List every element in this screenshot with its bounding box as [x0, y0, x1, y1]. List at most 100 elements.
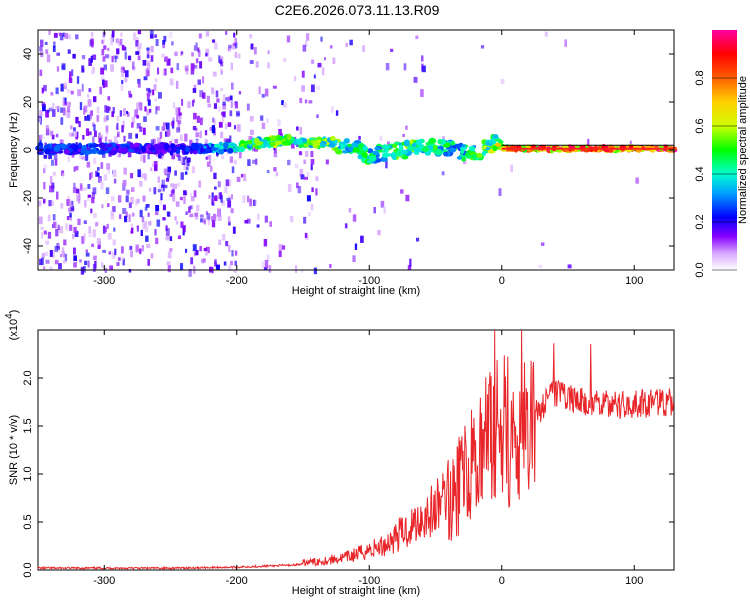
spectrogram-noise-cell: [107, 53, 111, 59]
spectrogram-noise-cell: [111, 55, 114, 63]
spectrogram-noise-cell: [121, 69, 124, 78]
spectrogram-ridge-cell: [416, 139, 423, 146]
spectrogram-noise-cell: [129, 245, 133, 250]
spectrogram-noise-cell: [93, 213, 97, 218]
spectrogram-noise-cell: [413, 76, 418, 83]
spectrogram-noise-cell: [441, 171, 445, 176]
spectrogram-noise-cell: [320, 36, 323, 42]
spectrogram-noise-cell: [92, 187, 97, 195]
spectrogram-noise-cell: [252, 145, 256, 152]
spectrogram-noise-cell: [174, 216, 177, 221]
spectrogram-noise-cell: [169, 236, 173, 241]
spectrogram-noise-cell: [74, 231, 79, 237]
spectrogram-noise-cell: [218, 121, 223, 128]
spectrogram-noise-cell: [104, 136, 108, 142]
spectrogram-noise-cell: [212, 117, 215, 123]
y-tick-label: 20: [22, 96, 34, 108]
spectrogram-noise-cell: [116, 48, 120, 55]
spectrogram-noise-cell: [180, 221, 184, 229]
spectrogram-noise-cell: [86, 194, 90, 202]
spectrogram-noise-cell: [354, 243, 358, 250]
spectrogram-noise-cell: [405, 194, 410, 202]
spectrogram-ridge-cell: [380, 156, 388, 162]
spectrogram-noise-cell: [84, 260, 88, 266]
spectrogram-noise-cell: [87, 194, 92, 198]
spectrogram-noise-cell: [40, 226, 44, 230]
spectrogram-noise-cell: [302, 44, 307, 52]
spectrogram-noise-cell: [153, 84, 157, 91]
snr-y-label: SNR (10 * v/v): [8, 415, 20, 485]
spectrogram-noise-cell: [128, 132, 133, 139]
spectrogram-noise-cell: [228, 44, 232, 49]
spectrogram-noise-cell: [116, 261, 120, 266]
spectrogram-noise-cell: [214, 42, 218, 50]
spectrogram-ridge-cell: [312, 140, 320, 146]
spectrogram-noise-cell: [119, 110, 122, 117]
spectrogram-noise-cell: [45, 49, 49, 54]
spectrogram-noise-cell: [213, 119, 217, 125]
spectrogram-ridge-cell: [105, 143, 113, 148]
spectrogram-noise-cell: [150, 34, 154, 39]
spectrogram-noise-cell: [84, 200, 87, 208]
spectrogram-ridge-cell: [482, 145, 487, 150]
spectrogram-noise-cell: [66, 88, 71, 94]
spectrogram-noise-cell: [498, 188, 502, 196]
spectrogram-noise-cell: [249, 129, 254, 136]
spectrogram-noise-cell: [87, 260, 90, 268]
spectrogram-noise-cell: [137, 169, 141, 177]
spectrogram-noise-cell: [69, 224, 73, 231]
spectrogram-ridge-cell: [184, 146, 191, 152]
spectrogram-noise-cell: [310, 151, 314, 158]
spectrogram-noise-cell: [136, 115, 140, 119]
spectrogram-noise-cell: [52, 109, 56, 117]
spectrogram-ridge-cell: [80, 148, 89, 154]
spectrogram-noise-cell: [186, 157, 191, 163]
spectrogram-noise-cell: [54, 159, 58, 166]
spectrogram-noise-cell: [217, 106, 221, 112]
spectrogram-noise-cell: [54, 245, 58, 252]
spectrogram-noise-cell: [103, 45, 107, 50]
spectrogram-noise-cell: [303, 216, 307, 224]
spectrogram-noise-cell: [88, 58, 92, 66]
spectrogram-noise-cell: [113, 178, 117, 184]
spectrogram-noise-cell: [77, 218, 81, 226]
spectrogram-noise-cell: [149, 30, 154, 39]
spectrogram-noise-cell: [100, 67, 105, 75]
spectrogram-ridge-cell: [333, 146, 339, 152]
colorbar-gradient: [712, 30, 737, 270]
spectrogram-noise-cell: [120, 66, 125, 73]
spectrogram-ridge-cell: [274, 140, 282, 146]
spectrogram-noise-cell: [110, 37, 114, 46]
spectrogram-noise-cell: [345, 42, 348, 47]
spectrogram-noise-cell: [62, 108, 66, 116]
spectrogram-noise-cell: [66, 110, 71, 118]
spectrogram-noise-cell: [195, 42, 198, 46]
spectrogram-noise-cell: [148, 89, 152, 93]
spectrogram-noise-cell: [87, 184, 91, 189]
spectrogram-noise-cell: [39, 258, 43, 266]
spectrogram-noise-cell: [83, 220, 87, 224]
spectrogram-ridge-cell: [163, 143, 170, 150]
spectrogram-noise-cell: [60, 107, 63, 113]
spectrogram-noise-cell: [304, 99, 308, 104]
spectrogram-noise-cell: [119, 214, 122, 219]
spectrogram-noise-cell: [67, 156, 71, 163]
colorbar-tick-label: 0.8: [694, 70, 706, 85]
spectrogram-noise-cell: [81, 55, 86, 60]
snr-x-ticks: -300 -200 -100 0 100: [93, 330, 643, 587]
spectrogram-noise-cell: [96, 115, 100, 122]
spectrogram-noise-cell: [249, 198, 252, 207]
spectrogram-noise-cell: [88, 232, 92, 237]
spectrogram-noise-cell: [156, 219, 161, 227]
spectrogram-noise-cell: [177, 155, 181, 161]
spectrogram-noise-cell: [177, 235, 182, 240]
spectrogram-noise-cell: [121, 246, 124, 254]
spectrogram-noise-cell: [70, 90, 74, 95]
spectrogram-ridge-cell: [43, 144, 51, 149]
spectrogram-ridge-cell: [372, 150, 379, 156]
spectrogram-noise-cell: [303, 159, 307, 164]
spectrogram-noise-cell: [183, 225, 186, 233]
spectrogram-noise-cell: [275, 172, 279, 177]
spectrogram-noise-cell: [587, 139, 590, 145]
spectrogram-noise-cell: [81, 156, 86, 160]
